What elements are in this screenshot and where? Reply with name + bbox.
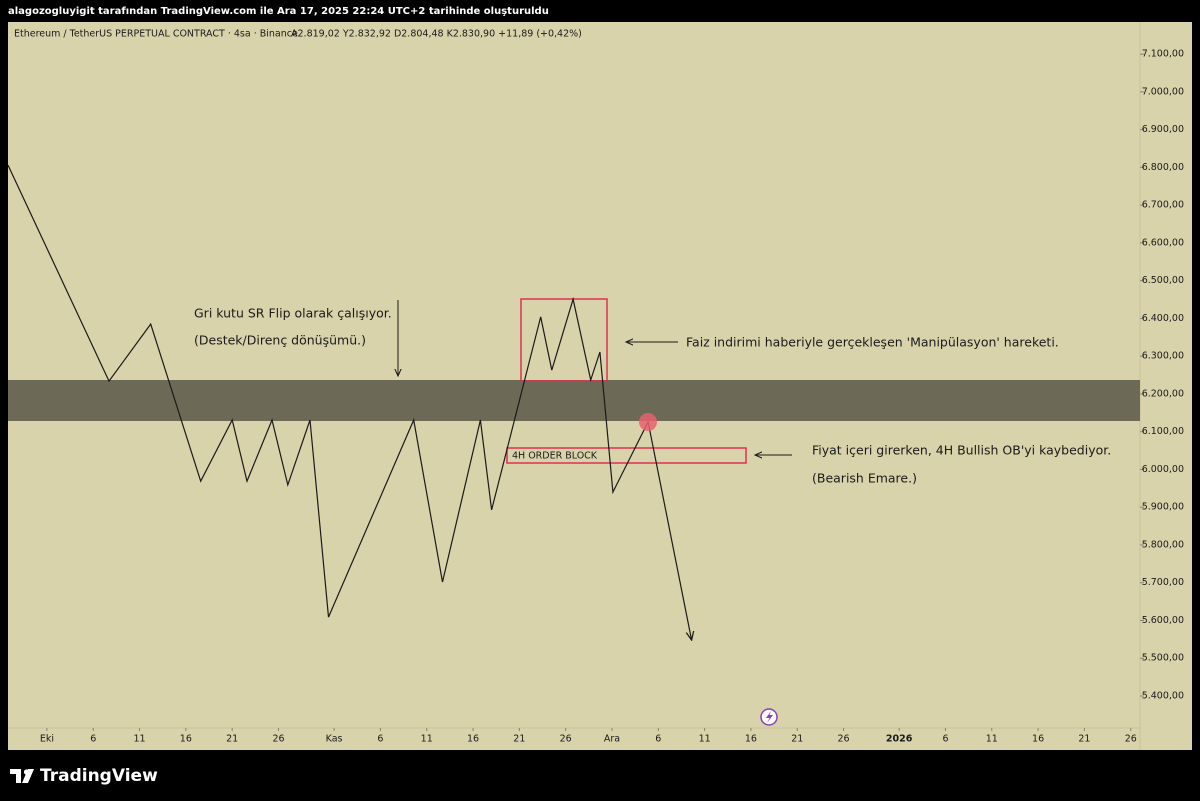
x-tick-label: 11 [421,734,433,745]
x-tick-label: 16 [180,734,192,745]
y-tick-label: 5.800,00 [1142,539,1184,550]
x-tick-label: 6 [942,734,948,745]
price-line [7,164,692,640]
logo-dot [23,769,30,775]
x-tick-label: 26 [838,734,850,745]
x-tick-label: 11 [986,734,998,745]
footer-logo: TradingView [40,766,158,786]
y-tick-label: 6.900,00 [1142,124,1184,135]
x-tick-label: 26 [560,734,572,745]
y-tick-label: 6.700,00 [1142,200,1184,211]
annotation: Fiyat içeri girerken, 4H Bullish OB'yi k… [812,443,1111,458]
y-tick-label: 5.400,00 [1142,691,1184,702]
x-tick-label: 21 [791,734,803,745]
x-tick-label: Eki [40,734,54,745]
x-tick-label: 6 [377,734,383,745]
y-tick-label: 6.300,00 [1142,351,1184,362]
x-tick-label: 16 [467,734,479,745]
y-tick-label: 5.700,00 [1142,577,1184,588]
annotation: Gri kutu SR Flip olarak çalışıyor. [194,306,392,321]
break-marker [639,413,657,431]
x-tick-label: Kas [326,734,343,745]
x-tick-label: 26 [272,734,284,745]
x-tick-label: 11 [699,734,711,745]
y-tick-label: 7.100,00 [1142,49,1184,60]
y-tick-label: 6.800,00 [1142,162,1184,173]
x-tick-label: 11 [133,734,145,745]
y-tick-label: 7.000,00 [1142,86,1184,97]
zone-label: 4H ORDER BLOCK [512,451,598,462]
x-tick-label: 6 [90,734,96,745]
event-icon-bolt [766,711,773,723]
x-tick-label: 21 [226,734,238,745]
y-tick-label: 6.400,00 [1142,313,1184,324]
x-tick-label: 21 [513,734,525,745]
header: alagozogluyigit tarafından TradingView.c… [8,6,549,17]
x-tick-label: Ara [604,734,620,745]
x-tick-label: 26 [1125,734,1137,745]
x-tick-label: 6 [655,734,661,745]
x-tick-label: 16 [1032,734,1044,745]
plot [7,164,692,640]
y-tick-label: 5.600,00 [1142,615,1184,626]
manipulation-box [520,298,608,382]
y-tick-label: 6.200,00 [1142,388,1184,399]
y-tick-label: 5.900,00 [1142,502,1184,513]
y-tick-label: 6.500,00 [1142,275,1184,286]
x-tick-label: 21 [1078,734,1090,745]
chart-title: Ethereum / TetherUS PERPETUAL CONTRACT ·… [14,29,298,40]
annotation: Faiz indirimi haberiyle gerçekleşen 'Man… [686,335,1059,350]
annotation: (Bearish Emare.) [812,471,917,486]
chart-ohlc: A2.819,02 Y2.832,92 D2.804,48 K2.830,90 … [291,29,582,40]
annotation: (Destek/Direnç dönüşümü.) [194,333,366,348]
sr-zone [8,380,1140,421]
y-tick-label: 6.000,00 [1142,464,1184,475]
x-tick-label: 16 [745,734,757,745]
y-tick-label: 6.600,00 [1142,237,1184,248]
order-block-box [506,447,747,464]
x-tick-label: 2026 [886,734,913,745]
y-tick-label: 5.500,00 [1142,653,1184,664]
y-tick-label: 6.100,00 [1142,426,1184,437]
